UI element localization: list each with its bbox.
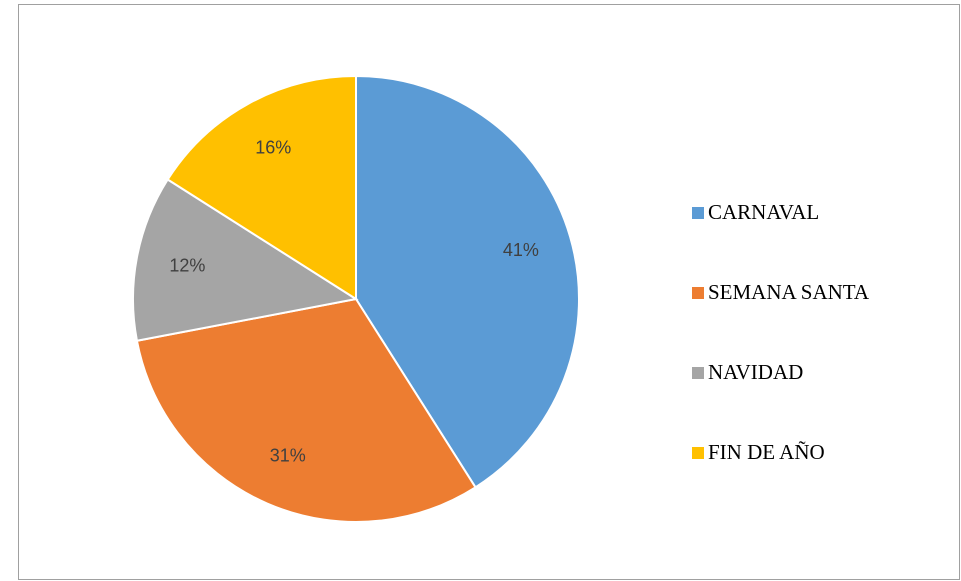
pie-slice: [166, 74, 357, 301]
data-label: 31%: [270, 445, 306, 465]
legend-swatch: [692, 447, 704, 459]
data-label: 16%: [255, 137, 291, 157]
legend-label: NAVIDAD: [708, 360, 803, 384]
legend-label: CARNAVAL: [708, 200, 819, 224]
legend-label: SEMANA SANTA: [708, 280, 870, 304]
pie-slice: [355, 74, 580, 489]
legend-label: FIN DE AÑO: [708, 440, 825, 464]
legend-swatch: [692, 287, 704, 299]
legend-swatch: [692, 367, 704, 379]
data-label: 12%: [169, 256, 205, 276]
pie-slice: [135, 297, 477, 523]
legend-swatch: [692, 207, 704, 219]
data-label: 41%: [503, 240, 539, 260]
pie-slice: [132, 178, 359, 342]
